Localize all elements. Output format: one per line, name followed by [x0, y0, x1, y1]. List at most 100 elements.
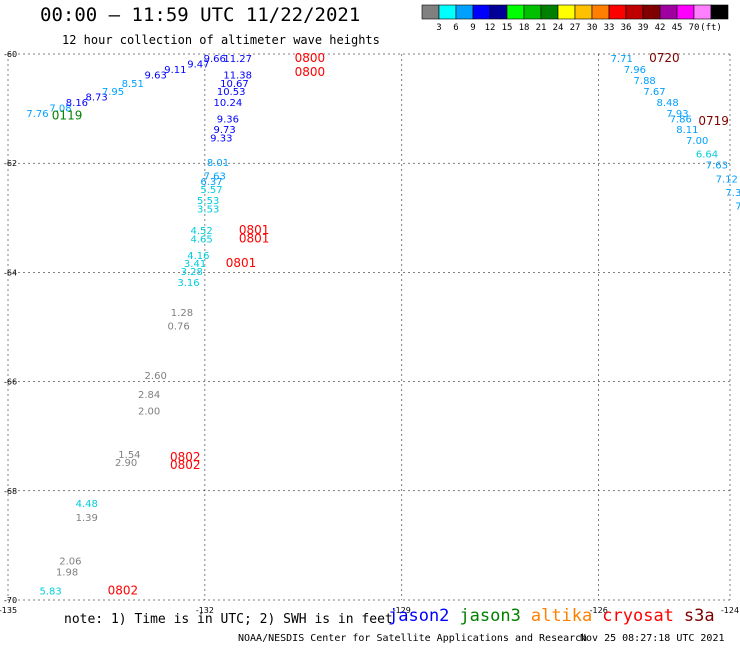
legend-label: 30	[587, 23, 598, 33]
wave-height-point: 4.52	[190, 226, 212, 237]
pass-time-label: 0801	[239, 223, 270, 237]
wave-height-point: 7.95	[102, 87, 124, 98]
wave-height-point: 2.06	[59, 557, 81, 568]
wave-height-point: 9.66	[204, 54, 226, 65]
wave-height-point: 3.41	[184, 259, 206, 270]
wave-height-point: 11.27	[223, 54, 252, 65]
legend-swatch	[591, 4, 610, 20]
legend-swatch	[625, 4, 644, 20]
page-title: 00:00 — 11:59 UTC 11/22/2021	[40, 4, 361, 26]
legend-swatch	[659, 4, 678, 20]
wave-height-point: 7.22	[735, 202, 740, 213]
wave-height-point: 7.08	[49, 103, 71, 114]
y-tick-label: -62	[4, 159, 17, 168]
wave-height-point: 5.53	[197, 196, 219, 207]
legend-swatch	[540, 4, 559, 20]
wave-height-point: 2.60	[145, 371, 167, 382]
wave-height-point: 7.63	[204, 172, 226, 183]
wave-height-point: 6.37	[200, 177, 222, 188]
pass-time-label: 0800	[295, 65, 326, 79]
pass-time-label: 0119	[52, 109, 83, 123]
x-tick-label: -124	[721, 606, 739, 615]
legend-swatch	[489, 4, 508, 20]
legend-label: 12	[485, 23, 496, 33]
legend-swatch	[472, 4, 491, 20]
wave-height-point: 5.83	[40, 587, 62, 598]
wave-height-point: 7.12	[716, 174, 738, 185]
legend-swatch	[710, 4, 729, 20]
y-tick-label: -66	[4, 378, 17, 387]
wave-height-point: 2.90	[115, 458, 137, 469]
wave-height-point: 1.39	[76, 513, 98, 524]
legend-label: 24	[553, 23, 564, 33]
wave-height-point: 9.73	[213, 125, 235, 136]
credit-text: NOAA/NESDIS Center for Satellite Applica…	[238, 633, 588, 644]
legend-swatch	[506, 4, 525, 20]
x-tick-label: -132	[196, 606, 214, 615]
legend-label: 27	[570, 23, 581, 33]
wave-height-point: 9.33	[210, 133, 232, 144]
mission-cryosat: cryosat	[602, 606, 674, 626]
wave-height-point: 11.38	[223, 71, 252, 82]
wave-height-point: 0.76	[168, 322, 190, 333]
y-tick-label: -64	[4, 268, 17, 277]
pass-time-label: 0802	[170, 450, 201, 464]
x-tick-label: -126	[590, 606, 608, 615]
wave-height-point: 4.48	[76, 499, 98, 510]
wave-height-point: 7.86	[670, 114, 692, 125]
wave-height-point: 9.47	[187, 60, 209, 71]
wave-height-point: 7.63	[706, 161, 728, 172]
wave-height-point: 6.64	[696, 150, 718, 161]
legend-swatch	[676, 4, 695, 20]
legend-swatch	[642, 4, 661, 20]
color-legend: 3 6 9 12 15 18 21 24 27 30 33 36 39 42 45 70 (ft)	[421, 4, 729, 33]
mission-legend: jason2 jason3 altika cryosat s3a	[388, 606, 725, 626]
mission-jason3: jason3	[459, 606, 521, 626]
wave-height-point: 7.93	[666, 109, 688, 120]
wave-height-point: 7.00	[686, 136, 708, 147]
legend-label: 3	[436, 23, 441, 33]
legend-label: 9	[470, 23, 475, 33]
time-labels: 0119080008000801080108010802080208020720…	[52, 51, 729, 597]
wave-height-point: 7.88	[634, 76, 656, 87]
wave-height-point: 10.24	[214, 98, 243, 109]
pass-time-label: 0720	[649, 51, 680, 65]
pass-time-label: 0801	[226, 256, 257, 270]
pass-time-label: 0719	[698, 114, 729, 128]
legend-label: (ft)	[700, 23, 722, 33]
wave-height-point: 8.11	[676, 125, 698, 136]
legend-swatch	[523, 4, 542, 20]
wave-height-point: 7.35	[725, 188, 740, 199]
footer-note: note: 1) Time is in UTC; 2) SWH is in fe…	[64, 612, 393, 627]
y-tick-label: -70	[4, 596, 17, 605]
y-tick-label: -68	[4, 487, 17, 496]
wave-height-point: 7.96	[624, 65, 646, 76]
legend-label: 15	[502, 23, 513, 33]
legend-swatch	[438, 4, 457, 20]
pass-time-label: 0801	[239, 231, 270, 245]
page-subtitle: 12 hour collection of altimeter wave hei…	[62, 33, 380, 47]
chart-grid: -60-62-64-66-68-70-135-132-129-126-123-1…	[0, 50, 739, 615]
wave-height-point: 7.71	[611, 54, 633, 65]
legend-label: 36	[621, 23, 632, 33]
legend-swatch	[693, 4, 712, 20]
wave-height-point: 8.16	[66, 98, 88, 109]
mission-altika: altika	[530, 606, 593, 626]
pass-time-label: 0802	[170, 458, 201, 472]
x-tick-label: -135	[0, 606, 17, 615]
legend-label: 42	[655, 23, 666, 33]
wave-height-point: 8.51	[122, 79, 144, 90]
wave-height-point: 3.53	[197, 204, 219, 215]
wave-height-point: 2.84	[138, 390, 160, 401]
legend-swatch	[557, 4, 576, 20]
wave-height-point: 3.28	[181, 267, 203, 278]
legend-swatch	[455, 4, 474, 20]
wave-height-point: 3.16	[177, 278, 199, 289]
pass-time-label: 0802	[108, 584, 139, 598]
wave-height-point: 9.36	[217, 114, 239, 125]
legend-label: 70	[689, 23, 700, 33]
legend-label: 45	[672, 23, 683, 33]
legend-label: 18	[519, 23, 530, 33]
mission-jason2: jason2	[388, 606, 450, 626]
